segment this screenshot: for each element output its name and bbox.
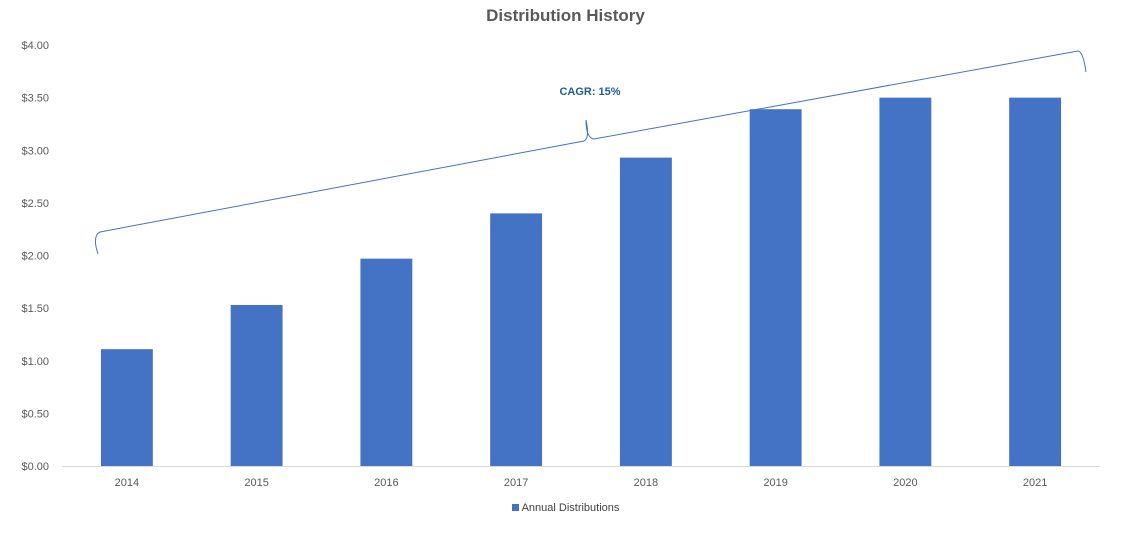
bar bbox=[360, 258, 413, 466]
bars bbox=[100, 97, 1062, 466]
y-tick-label: $0.00 bbox=[21, 461, 49, 473]
x-tick-label: 2018 bbox=[634, 477, 658, 489]
y-tick-label: $4.00 bbox=[21, 40, 49, 52]
y-tick-label: $1.00 bbox=[21, 356, 49, 368]
x-axis: 2014 2015 2016 2017 2018 2019 2020 2021 bbox=[62, 466, 1100, 489]
cagr-annotation: CAGR: 15% bbox=[559, 86, 621, 98]
bar bbox=[619, 157, 672, 466]
x-tick-label: 2019 bbox=[763, 477, 787, 489]
y-tick-label: $1.50 bbox=[21, 303, 49, 315]
y-tick-label: $3.50 bbox=[21, 93, 49, 105]
bar bbox=[749, 109, 802, 466]
cagr-brace bbox=[94, 50, 1087, 255]
legend: Annual Distributions bbox=[0, 502, 1131, 514]
chart-title: Distribution History bbox=[486, 6, 645, 25]
y-tick-label: $3.00 bbox=[21, 145, 49, 157]
bar bbox=[230, 304, 283, 466]
legend-label: Annual Distributions bbox=[521, 502, 620, 514]
bar bbox=[879, 97, 932, 466]
y-tick-label: $2.00 bbox=[21, 251, 49, 263]
x-tick-label: 2014 bbox=[115, 477, 139, 489]
bar bbox=[100, 349, 153, 466]
y-tick-label: $2.50 bbox=[21, 198, 49, 210]
x-tick-label: 2017 bbox=[504, 477, 528, 489]
x-tick-label: 2021 bbox=[1023, 477, 1047, 489]
bar bbox=[490, 213, 543, 466]
legend-swatch bbox=[511, 504, 519, 511]
y-axis: $0.00 $0.50 $1.00 $1.50 $2.00 $2.50 $3.00 $3.50… bbox=[21, 40, 49, 473]
x-tick-label: 2016 bbox=[374, 477, 398, 489]
y-tick-label: $0.50 bbox=[21, 408, 49, 420]
x-tick-label: 2020 bbox=[893, 477, 917, 489]
bar bbox=[1009, 97, 1062, 466]
x-tick-label: 2015 bbox=[244, 477, 268, 489]
